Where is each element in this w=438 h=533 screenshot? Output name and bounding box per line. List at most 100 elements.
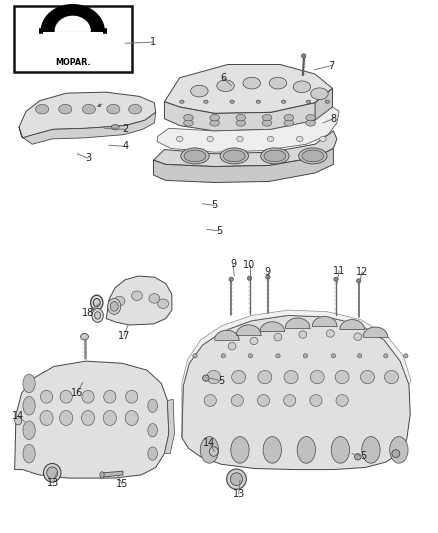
Ellipse shape (230, 473, 243, 486)
Text: 14: 14 (203, 438, 215, 448)
Ellipse shape (92, 309, 103, 322)
Ellipse shape (267, 136, 274, 142)
Ellipse shape (114, 296, 125, 306)
Text: 9: 9 (230, 259, 236, 269)
Text: 9: 9 (265, 267, 271, 277)
Ellipse shape (23, 374, 35, 393)
Text: MOPAR.: MOPAR. (55, 58, 91, 67)
Text: 8: 8 (330, 114, 336, 124)
Ellipse shape (247, 276, 252, 280)
Ellipse shape (23, 397, 35, 415)
Text: 14: 14 (12, 411, 24, 422)
Ellipse shape (181, 148, 209, 164)
Ellipse shape (284, 115, 293, 121)
Ellipse shape (262, 120, 272, 126)
Text: 17: 17 (118, 330, 130, 341)
Ellipse shape (264, 150, 286, 162)
Polygon shape (312, 317, 337, 326)
Ellipse shape (210, 120, 219, 126)
Ellipse shape (326, 330, 334, 337)
Ellipse shape (81, 334, 88, 340)
Polygon shape (153, 149, 333, 182)
Text: 12: 12 (356, 267, 368, 277)
Polygon shape (363, 327, 388, 337)
Ellipse shape (184, 150, 206, 162)
Ellipse shape (209, 447, 218, 456)
Text: 18: 18 (82, 308, 94, 318)
Polygon shape (340, 320, 364, 329)
Ellipse shape (404, 354, 408, 358)
Polygon shape (182, 310, 411, 438)
Ellipse shape (103, 410, 117, 425)
Ellipse shape (302, 150, 324, 162)
Text: 4: 4 (122, 141, 128, 151)
Ellipse shape (311, 88, 328, 100)
Ellipse shape (306, 115, 315, 121)
Ellipse shape (230, 100, 234, 103)
Ellipse shape (320, 136, 326, 142)
Ellipse shape (91, 295, 103, 310)
Ellipse shape (261, 148, 289, 164)
Text: 13: 13 (47, 479, 59, 488)
Ellipse shape (248, 354, 253, 358)
Polygon shape (153, 131, 337, 166)
Polygon shape (157, 107, 339, 152)
Ellipse shape (282, 100, 286, 103)
Ellipse shape (325, 100, 329, 103)
Ellipse shape (95, 312, 101, 319)
Ellipse shape (82, 390, 94, 403)
Text: 1: 1 (149, 37, 155, 47)
Ellipse shape (35, 104, 49, 114)
Ellipse shape (40, 390, 53, 403)
Ellipse shape (303, 354, 307, 358)
Ellipse shape (207, 370, 221, 384)
Ellipse shape (231, 394, 244, 406)
Ellipse shape (14, 416, 21, 425)
Ellipse shape (357, 279, 361, 283)
Ellipse shape (148, 399, 157, 413)
Ellipse shape (385, 370, 399, 384)
Ellipse shape (258, 370, 272, 384)
Ellipse shape (284, 370, 298, 384)
Ellipse shape (82, 104, 95, 114)
Ellipse shape (301, 54, 306, 58)
Ellipse shape (184, 115, 193, 121)
Ellipse shape (258, 394, 270, 406)
Ellipse shape (221, 354, 226, 358)
Polygon shape (14, 361, 169, 478)
Ellipse shape (299, 148, 327, 164)
Polygon shape (103, 471, 123, 477)
Ellipse shape (217, 80, 234, 92)
Ellipse shape (231, 437, 249, 463)
Ellipse shape (200, 437, 219, 463)
Ellipse shape (266, 275, 270, 279)
Text: 3: 3 (85, 153, 91, 163)
Text: 13: 13 (233, 489, 245, 499)
Text: 6: 6 (220, 73, 226, 83)
Polygon shape (164, 64, 332, 114)
Ellipse shape (236, 115, 246, 121)
Text: 10: 10 (244, 261, 256, 270)
Ellipse shape (148, 447, 157, 461)
Text: 5: 5 (216, 226, 222, 236)
Ellipse shape (237, 136, 243, 142)
Ellipse shape (354, 333, 362, 341)
Ellipse shape (384, 354, 388, 358)
Polygon shape (41, 5, 104, 31)
Ellipse shape (331, 437, 350, 463)
Ellipse shape (93, 298, 100, 307)
Ellipse shape (256, 100, 261, 103)
Ellipse shape (111, 125, 119, 130)
Ellipse shape (107, 104, 120, 114)
Ellipse shape (299, 331, 307, 338)
Text: 15: 15 (116, 480, 128, 489)
Ellipse shape (335, 370, 349, 384)
Ellipse shape (129, 104, 142, 114)
Text: 5: 5 (212, 200, 218, 211)
Ellipse shape (180, 100, 184, 103)
Text: 11: 11 (333, 266, 345, 276)
Ellipse shape (229, 277, 233, 281)
Polygon shape (164, 399, 174, 454)
Polygon shape (315, 88, 332, 120)
Ellipse shape (263, 437, 282, 463)
